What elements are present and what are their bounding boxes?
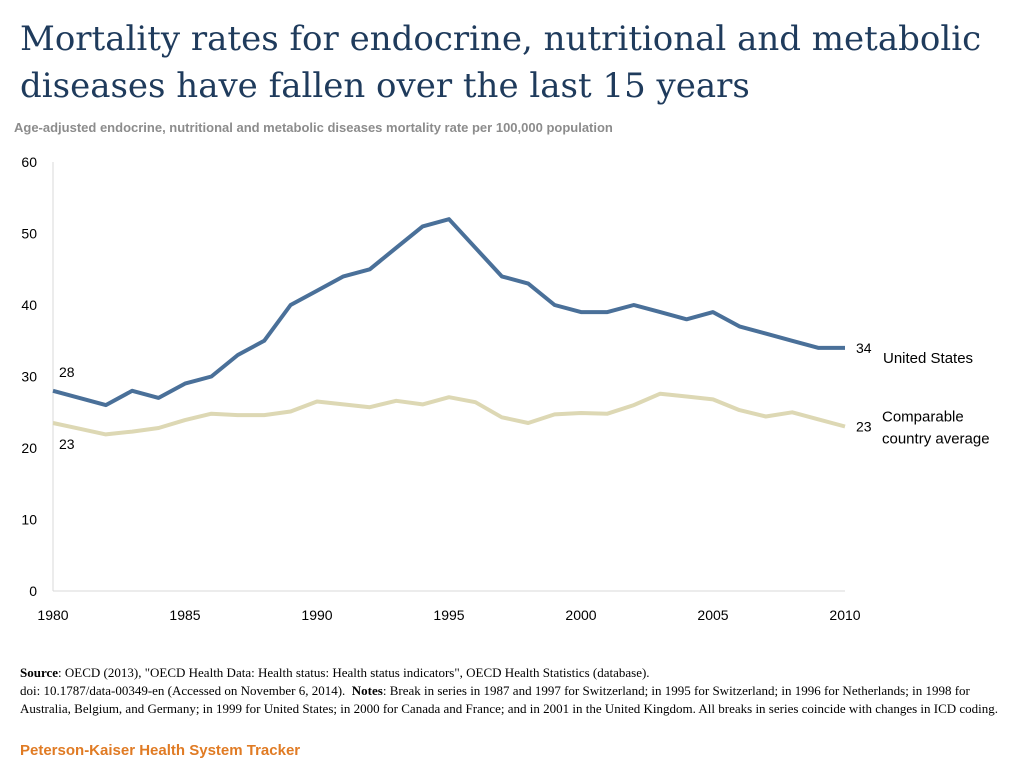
legend-comparable-average: country average xyxy=(882,431,990,448)
source-note: Source: OECD (2013), "OECD Health Data: … xyxy=(20,664,1010,682)
y-tick-label: 30 xyxy=(21,369,37,385)
doi-text: doi: 10.1787/data-00349-en (Accessed on … xyxy=(20,683,346,698)
x-tick-label: 1995 xyxy=(433,607,464,623)
y-tick-label: 50 xyxy=(21,226,37,242)
start-label-united-states: 28 xyxy=(59,364,75,380)
source-text: : OECD (2013), "OECD Health Data: Health… xyxy=(58,665,650,680)
source-label: Source xyxy=(20,665,59,680)
brand-name: Peterson-Kaiser Health System Tracker xyxy=(20,742,301,759)
notes-label: Notes xyxy=(351,683,383,698)
series-line-comparable-country-average xyxy=(52,391,846,437)
x-tick-label: 1980 xyxy=(37,607,68,623)
series-line-united-states xyxy=(52,217,845,408)
y-tick-label: 0 xyxy=(29,583,37,599)
chart-footer: Source: OECD (2013), "OECD Health Data: … xyxy=(20,664,1010,718)
x-tick-label: 2010 xyxy=(829,607,860,623)
x-tick-label: 2005 xyxy=(697,607,728,623)
x-tick-label: 1985 xyxy=(169,607,200,623)
end-label-united-states: 34 xyxy=(856,340,872,356)
notes: doi: 10.1787/data-00349-en (Accessed on … xyxy=(20,682,1010,718)
chart-title: Mortality rates for endocrine, nutrition… xyxy=(20,19,982,106)
y-tick-label: 10 xyxy=(21,512,37,528)
legend-comparable-average: Comparable xyxy=(882,409,964,426)
notes-text: : Break in series in 1987 and 1997 for S… xyxy=(20,683,999,716)
y-tick-label: 60 xyxy=(21,154,37,170)
y-tick-label: 20 xyxy=(21,440,37,456)
x-tick-label: 1990 xyxy=(301,607,332,623)
start-label-comparable-average: 23 xyxy=(59,436,75,452)
y-tick-label: 40 xyxy=(21,297,37,313)
x-tick-label: 2000 xyxy=(565,607,596,623)
chart-subtitle: Age-adjusted endocrine, nutritional and … xyxy=(14,120,613,135)
legend-united-states: United States xyxy=(883,350,973,367)
end-label-comparable-average: 23 xyxy=(856,419,872,435)
